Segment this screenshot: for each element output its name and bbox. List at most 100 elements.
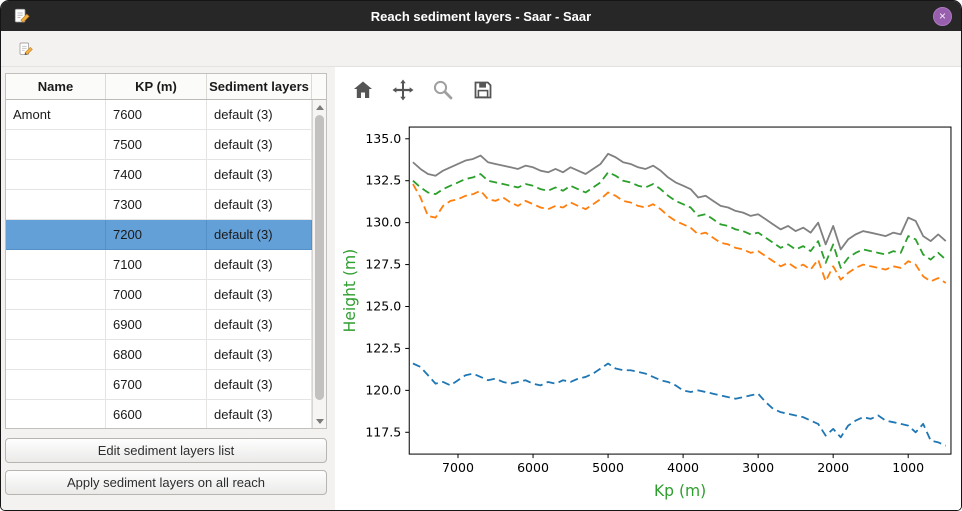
table-cell: [6, 250, 106, 280]
table-cell: [6, 190, 106, 220]
table-cell: [6, 310, 106, 340]
scroll-up-button[interactable]: [313, 101, 326, 113]
table-row[interactable]: 7400 default (3): [6, 160, 312, 190]
apply-sediment-layers-button[interactable]: Apply sediment layers on all reach: [5, 470, 327, 495]
content: Name KP (m) Sediment layers Amont 7600 defau…: [1, 67, 961, 510]
save-button[interactable]: [469, 76, 497, 104]
y-tick-label: 130.0: [365, 215, 401, 230]
table-row[interactable]: 6900 default (3): [6, 310, 312, 340]
table-cell: 7300: [106, 190, 207, 220]
x-tick-label: 3000: [742, 460, 774, 475]
table-cell: 6600: [106, 400, 207, 428]
main-toolbar: [1, 31, 961, 67]
table-cell: default (3): [207, 190, 312, 220]
table-cell: 7000: [106, 280, 207, 310]
table-cell: [6, 340, 106, 370]
table-cell: [6, 160, 106, 190]
close-button[interactable]: ×: [933, 6, 952, 26]
chart-area: 7000 6000 5000 4000 3000 2000 1000 117.5 120.0 12…: [335, 113, 961, 510]
table-scrollbar[interactable]: [312, 100, 326, 428]
y-tick-label: 120.0: [365, 382, 401, 397]
table-cell: 7600: [106, 100, 207, 130]
table-cell: 6900: [106, 310, 207, 340]
table-cell: 7200: [106, 220, 207, 250]
table-row[interactable]: Amont 7600 default (3): [6, 100, 312, 130]
table-cell: [6, 280, 106, 310]
left-panel: Name KP (m) Sediment layers Amont 7600 defau…: [1, 67, 331, 510]
triangle-down-icon: [315, 418, 324, 424]
table-cell: [6, 220, 106, 250]
table-cell: default (3): [207, 100, 312, 130]
y-tick-label: 132.5: [365, 173, 401, 188]
table-row[interactable]: 7300 default (3): [6, 190, 312, 220]
table-cell: default (3): [207, 340, 312, 370]
table-row[interactable]: 6600 default (3): [6, 400, 312, 428]
right-panel: 7000 6000 5000 4000 3000 2000 1000 117.5 120.0 12…: [335, 67, 961, 510]
table-body: Amont 7600 default (3) 7500 default (3) 7400 d…: [6, 100, 312, 428]
series-line-orange-dashed: [412, 183, 947, 284]
table-header: Name KP (m) Sediment layers: [6, 74, 326, 100]
column-header-name[interactable]: Name: [6, 74, 106, 99]
table-cell: default (3): [207, 130, 312, 160]
x-tick-label: 2000: [817, 460, 849, 475]
x-tick-label: 4000: [667, 460, 699, 475]
window-icon: [13, 7, 31, 25]
column-header-sediment-layers[interactable]: Sediment layers: [207, 74, 312, 99]
y-tick-label: 117.5: [365, 424, 401, 439]
x-tick-label: 1000: [892, 460, 924, 475]
pan-button[interactable]: [389, 76, 417, 104]
table-cell: 6700: [106, 370, 207, 400]
column-header-kp-m-[interactable]: KP (m): [106, 74, 207, 99]
table-row[interactable]: 6800 default (3): [6, 340, 312, 370]
x-tick-label: 5000: [592, 460, 624, 475]
x-axis-label: Kp (m): [654, 482, 706, 500]
table-cell: 7400: [106, 160, 207, 190]
table-cell: [6, 130, 106, 160]
titlebar[interactable]: Reach sediment layers - Saar - Saar ×: [1, 1, 961, 31]
table-cell: 6800: [106, 340, 207, 370]
edit-reach-button[interactable]: [11, 35, 41, 63]
zoom-button[interactable]: [429, 76, 457, 104]
table-row[interactable]: 7100 default (3): [6, 250, 312, 280]
table-cell: Amont: [6, 100, 106, 130]
home-icon: [354, 81, 372, 98]
triangle-up-icon: [315, 104, 324, 110]
scrollbar-thumb[interactable]: [315, 115, 324, 400]
y-tick-label: 135.0: [365, 131, 401, 146]
close-icon: ×: [938, 9, 946, 23]
y-axis-label: Height (m): [341, 249, 359, 333]
table-row[interactable]: 7200 default (3): [6, 220, 312, 250]
y-tick-label: 125.0: [365, 299, 401, 314]
chart-canvas[interactable]: 7000 6000 5000 4000 3000 2000 1000 117.5 120.0 12…: [335, 113, 961, 510]
table-row[interactable]: 6700 default (3): [6, 370, 312, 400]
table-cell: default (3): [207, 250, 312, 280]
y-tick-label: 127.5: [365, 257, 401, 272]
y-tick-label: 122.5: [365, 340, 401, 355]
save-icon: [474, 81, 492, 99]
window-title: Reach sediment layers - Saar - Saar: [370, 8, 592, 24]
edit-reach-icon: [19, 42, 33, 55]
series-line-gray-solid: [412, 152, 947, 251]
pan-icon: [392, 79, 414, 101]
table-cell: default (3): [207, 160, 312, 190]
home-button[interactable]: [349, 76, 377, 104]
table-cell: default (3): [207, 280, 312, 310]
x-tick-label: 6000: [517, 460, 549, 475]
table-cell: default (3): [207, 370, 312, 400]
x-tick-label: 7000: [442, 460, 474, 475]
table-cell: 7100: [106, 250, 207, 280]
scroll-down-button[interactable]: [313, 415, 326, 427]
table-cell: default (3): [207, 400, 312, 428]
table-cell: default (3): [207, 310, 312, 340]
series-line-green-dashed: [412, 171, 947, 269]
table-row[interactable]: 7000 default (3): [6, 280, 312, 310]
table-cell: default (3): [207, 220, 312, 250]
table-cell: [6, 400, 106, 428]
plot-toolbar: [335, 67, 961, 113]
edit-sediment-layers-button[interactable]: Edit sediment layers list: [5, 438, 327, 463]
table-row[interactable]: 7500 default (3): [6, 130, 312, 160]
sediment-table: Name KP (m) Sediment layers Amont 7600 defau…: [5, 73, 327, 429]
table-cell: 7500: [106, 130, 207, 160]
zoom-icon: [433, 80, 453, 100]
